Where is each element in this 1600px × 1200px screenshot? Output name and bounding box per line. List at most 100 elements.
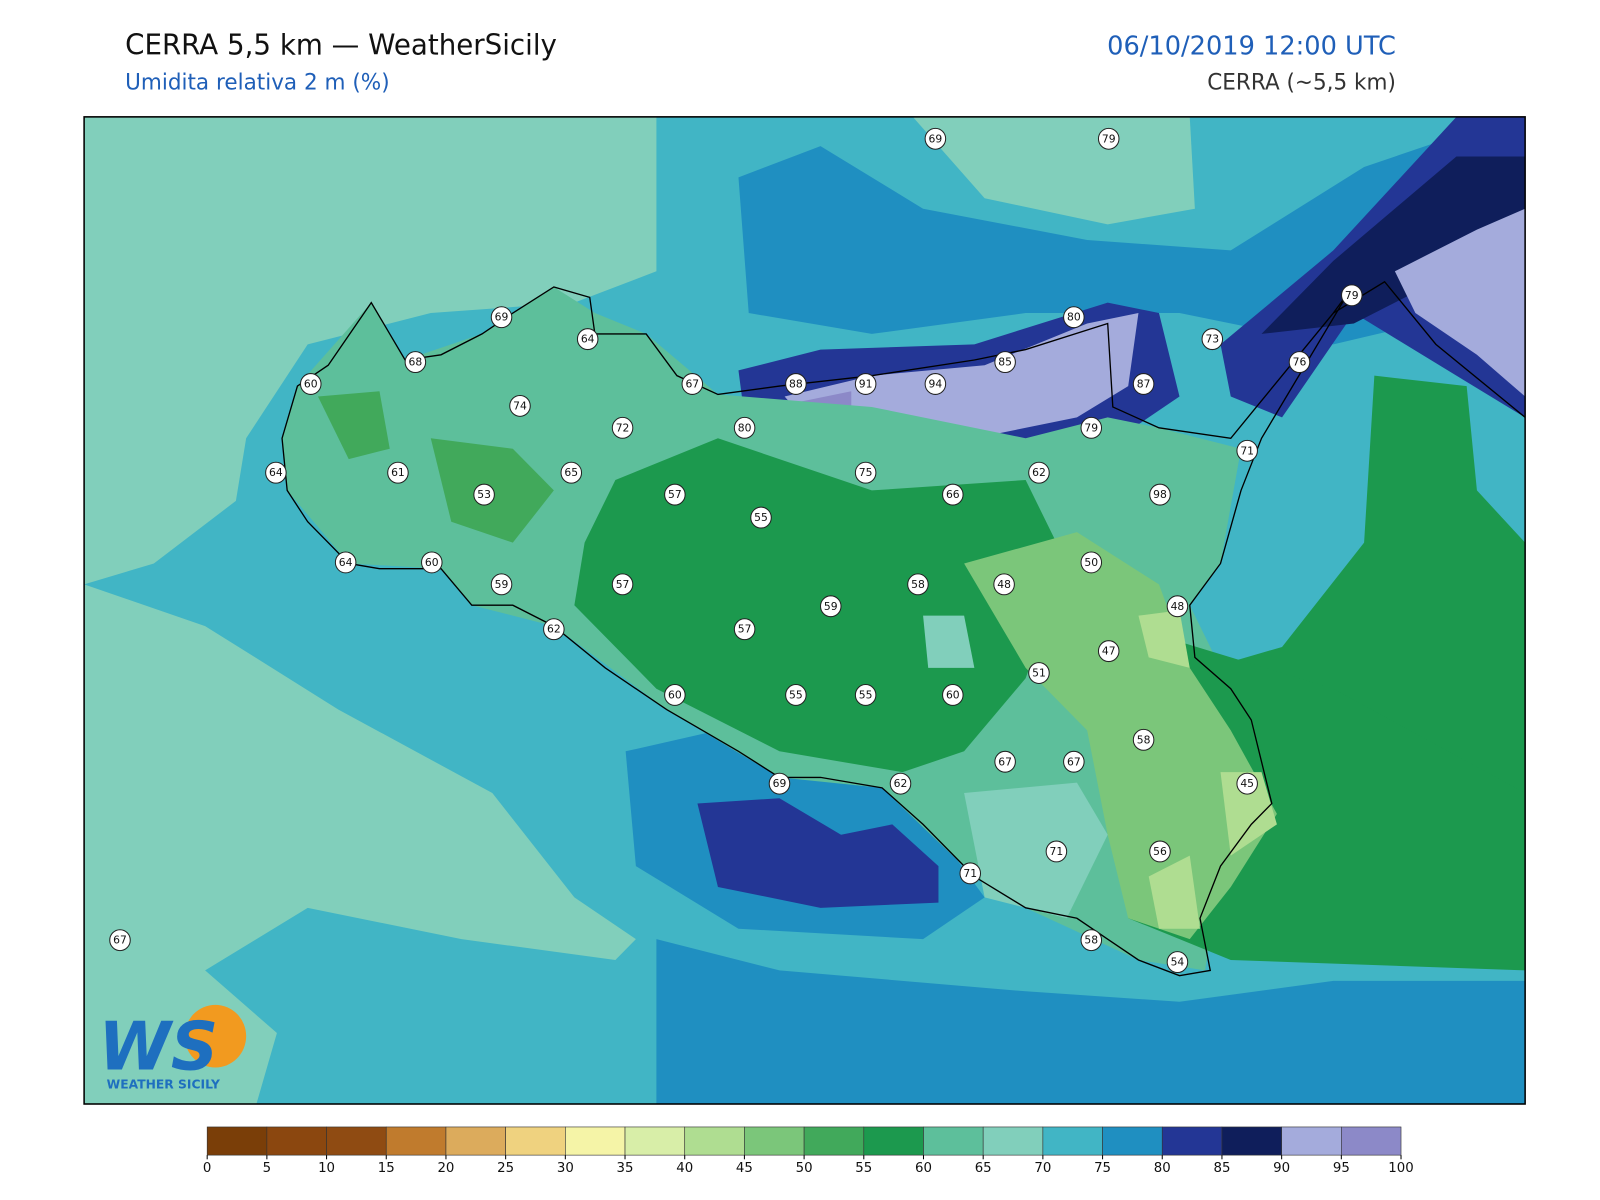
station-value: 91 <box>859 377 873 390</box>
station-marker <box>1236 772 1258 795</box>
station-value: 61 <box>391 466 405 479</box>
station-value: 62 <box>547 623 561 636</box>
station-value: 59 <box>495 578 509 591</box>
colorbar-cell <box>684 1126 745 1156</box>
station-marker <box>854 461 877 484</box>
logo-mark: WS <box>98 1008 218 1086</box>
station-marker <box>768 772 791 795</box>
station-marker <box>611 416 634 439</box>
colorbar-cell <box>1281 1126 1342 1156</box>
station-value: 58 <box>911 578 925 591</box>
station-value: 80 <box>1067 311 1081 324</box>
station-value: 64 <box>339 556 353 569</box>
station-marker <box>994 351 1016 374</box>
colorbar-tick-label: 70 <box>1034 1161 1051 1176</box>
station-value: 62 <box>1032 466 1046 479</box>
station-value: 65 <box>564 466 578 479</box>
title: CERRA 5,5 km — WeatherSicily <box>125 28 557 61</box>
humidity-zone <box>964 782 1108 919</box>
station-value: 69 <box>773 777 787 790</box>
colorbar-cell <box>1221 1126 1282 1156</box>
station-value: 73 <box>1205 333 1219 346</box>
colorbar-cell <box>923 1126 984 1156</box>
colorbar-tick-label: 80 <box>1154 1161 1171 1176</box>
colorbar-cell <box>445 1126 506 1156</box>
colorbar-tick-label: 75 <box>1094 1161 1111 1176</box>
station-value: 71 <box>963 867 977 880</box>
station-marker <box>265 461 287 484</box>
station-value: 80 <box>738 421 752 434</box>
station-value: 67 <box>998 755 1012 768</box>
humidity-zone <box>1148 855 1200 929</box>
station-value: 64 <box>581 333 595 346</box>
station-marker <box>1080 416 1103 439</box>
colorbar-tick-label: 50 <box>796 1161 813 1176</box>
station-marker <box>942 483 964 506</box>
station-marker <box>907 573 929 596</box>
colorbar-tick-label: 90 <box>1273 1161 1290 1176</box>
station-marker <box>109 929 131 952</box>
colorbar-tick-label: 65 <box>975 1161 992 1176</box>
station-marker <box>750 506 772 529</box>
station-value: 71 <box>1050 845 1064 858</box>
colorbar-tick-label: 55 <box>855 1161 872 1176</box>
station-marker <box>924 127 947 150</box>
station-marker <box>959 862 982 885</box>
humidity-zone <box>1261 156 1526 334</box>
station-marker <box>820 595 842 618</box>
station-layer: 69 79 69 64 68 60 67 88 91 94 85 80 87 73 76 79 74 72 80 79… <box>109 127 1363 974</box>
humidity-zone <box>84 116 657 585</box>
colorbar-tick-label: 10 <box>318 1161 335 1176</box>
station-value: 98 <box>1153 488 1167 501</box>
colorbar-tick-label: 20 <box>437 1161 454 1176</box>
humidity-zone <box>84 584 636 1104</box>
station-value: 47 <box>1102 645 1116 658</box>
station-marker <box>1080 551 1103 574</box>
station-marker <box>733 618 756 641</box>
logo-sun <box>184 1004 247 1068</box>
station-value: 60 <box>946 688 960 701</box>
station-marker <box>299 373 322 395</box>
station-value: 55 <box>789 688 803 701</box>
station-value: 79 <box>1084 421 1098 434</box>
map-frame <box>83 116 1526 1105</box>
humidity-zone <box>317 391 390 460</box>
station-marker <box>942 684 964 706</box>
colorbar-cell <box>1341 1126 1402 1156</box>
station-value: 57 <box>738 623 752 636</box>
humidity-zone <box>964 532 1277 940</box>
colorbar-cell <box>803 1126 865 1156</box>
humidity-zone <box>784 313 1139 439</box>
station-marker <box>509 394 531 417</box>
station-value: 67 <box>113 934 127 947</box>
colorbar-tick-label: 40 <box>676 1161 693 1176</box>
station-value: 69 <box>495 311 509 324</box>
station-marker <box>387 461 409 484</box>
station-marker <box>1063 306 1085 329</box>
model-label: CERRA (~5,5 km) <box>1207 71 1396 96</box>
station-value: 48 <box>997 578 1011 591</box>
station-marker <box>854 373 877 395</box>
subtitle: Umidita relativa 2 m (%) <box>125 71 389 96</box>
humidity-zone <box>1138 610 1190 668</box>
station-value: 79 <box>1345 289 1359 302</box>
station-marker <box>854 684 877 706</box>
station-marker <box>1166 595 1189 618</box>
station-value: 57 <box>616 578 630 591</box>
colorbar-tick-label: 60 <box>915 1161 932 1176</box>
station-value: 56 <box>1153 845 1167 858</box>
humidity-field <box>84 116 1526 1104</box>
station-marker <box>733 416 756 439</box>
station-marker <box>334 551 357 574</box>
colorbar-cell <box>744 1126 805 1156</box>
station-marker <box>1028 461 1050 484</box>
station-marker <box>1201 328 1224 351</box>
station-marker <box>1097 127 1120 150</box>
station-marker <box>1132 728 1155 751</box>
station-marker <box>1080 929 1103 952</box>
station-marker <box>490 306 513 329</box>
station-value: 48 <box>1171 600 1185 613</box>
station-marker <box>421 551 443 574</box>
colorbar: 0 5 10 15 20 25 30 35 40 45 50 55 60 65 70 75 80 85 90 95 10… <box>203 1126 1414 1176</box>
station-value: 58 <box>1137 733 1151 746</box>
